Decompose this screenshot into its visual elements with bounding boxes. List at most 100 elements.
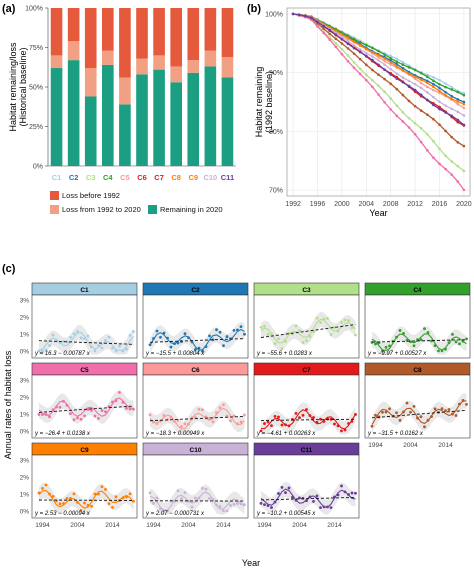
data-point [340, 37, 344, 41]
data-point [211, 420, 215, 424]
data-point [419, 81, 423, 85]
bar-segment [187, 72, 200, 166]
data-point [201, 349, 204, 353]
bar-segment [221, 56, 234, 78]
data-point [93, 492, 97, 496]
data-point [328, 32, 332, 36]
data-point [204, 487, 208, 491]
data-point [456, 90, 460, 94]
data-point [352, 44, 356, 47]
bar-segment [170, 8, 182, 67]
data-point [450, 135, 454, 139]
data-point [454, 340, 458, 344]
panel-b-letter: (b) [247, 3, 261, 15]
y-axis-title: Annual rates of habitat loss [3, 350, 13, 459]
data-point [155, 422, 159, 425]
x-tick-label: C5 [120, 173, 130, 182]
bar-segment [50, 55, 63, 69]
data-point [432, 139, 435, 143]
x-tick-label: 2004 [292, 522, 307, 529]
data-point [51, 494, 55, 498]
data-point [229, 503, 232, 507]
data-point [444, 347, 447, 351]
data-point [315, 316, 319, 320]
data-point [48, 415, 51, 419]
data-point [358, 57, 362, 61]
data-point [438, 162, 441, 166]
data-point [413, 77, 417, 81]
data-point [83, 414, 86, 418]
y-tick-label: 2% [20, 315, 30, 322]
data-point [407, 66, 411, 69]
data-point [277, 337, 280, 341]
data-point [37, 413, 41, 416]
data-point [352, 40, 356, 43]
data-point [432, 156, 435, 160]
x-tick-label: 2014 [216, 522, 231, 529]
data-point [432, 79, 435, 83]
data-point [104, 410, 107, 414]
data-point [162, 509, 166, 513]
data-point [155, 496, 159, 500]
trend-line [371, 409, 467, 419]
regression-equation: y = 16.3 − 0.00787 x [34, 351, 91, 357]
bar-segment [204, 50, 217, 67]
facet-strip-label: C11 [301, 447, 313, 454]
facet-strip-label: C7 [302, 367, 311, 374]
data-point [166, 509, 169, 513]
data-point [456, 102, 460, 106]
data-point [334, 29, 338, 33]
data-point [389, 67, 393, 71]
data-point [243, 332, 246, 336]
data-point [176, 341, 180, 345]
data-point [111, 400, 114, 404]
regression-equation: y = 2.07 − 0.000731 x [145, 511, 205, 517]
y-tick-label: 3% [20, 378, 30, 385]
data-point [419, 140, 423, 144]
data-point [37, 491, 41, 495]
data-point [218, 505, 222, 508]
data-point [305, 408, 308, 411]
data-point [358, 48, 362, 51]
data-point [350, 420, 354, 423]
regression-equation: y = −9.97 + 0.00527 x [367, 351, 427, 357]
legend-swatch [50, 205, 59, 214]
data-point [328, 28, 332, 32]
data-point [371, 79, 374, 82]
data-point [358, 50, 362, 54]
data-point [183, 332, 187, 335]
data-point [413, 82, 417, 86]
y-tick-label: 1% [20, 492, 30, 499]
data-point [287, 424, 291, 428]
data-point [371, 55, 374, 58]
data-point [312, 499, 315, 503]
data-point [416, 416, 419, 420]
data-point [76, 330, 79, 333]
data-point [377, 53, 380, 57]
bar-segment [102, 64, 114, 166]
smooth-line [371, 400, 467, 425]
data-point [340, 429, 343, 433]
data-point [465, 337, 468, 341]
data-point [211, 498, 215, 501]
data-point [48, 492, 51, 496]
data-point [346, 47, 350, 50]
facet-strip-label: C9 [80, 447, 89, 454]
data-point [381, 349, 384, 353]
x-tick-label: 2014 [105, 522, 120, 529]
bar-segment [119, 104, 131, 166]
data-point [340, 484, 343, 488]
data-point [358, 44, 362, 47]
facet-strip-label: C3 [302, 287, 311, 294]
data-point [48, 344, 51, 347]
data-point [450, 160, 454, 163]
smooth-line [260, 409, 356, 430]
data-point [426, 113, 429, 116]
data-point [444, 409, 447, 413]
facet-strip-label: C5 [80, 367, 89, 374]
data-point [395, 77, 399, 80]
data-point [354, 413, 357, 416]
data-point [334, 37, 338, 41]
data-point [79, 417, 83, 421]
data-point [277, 415, 280, 419]
